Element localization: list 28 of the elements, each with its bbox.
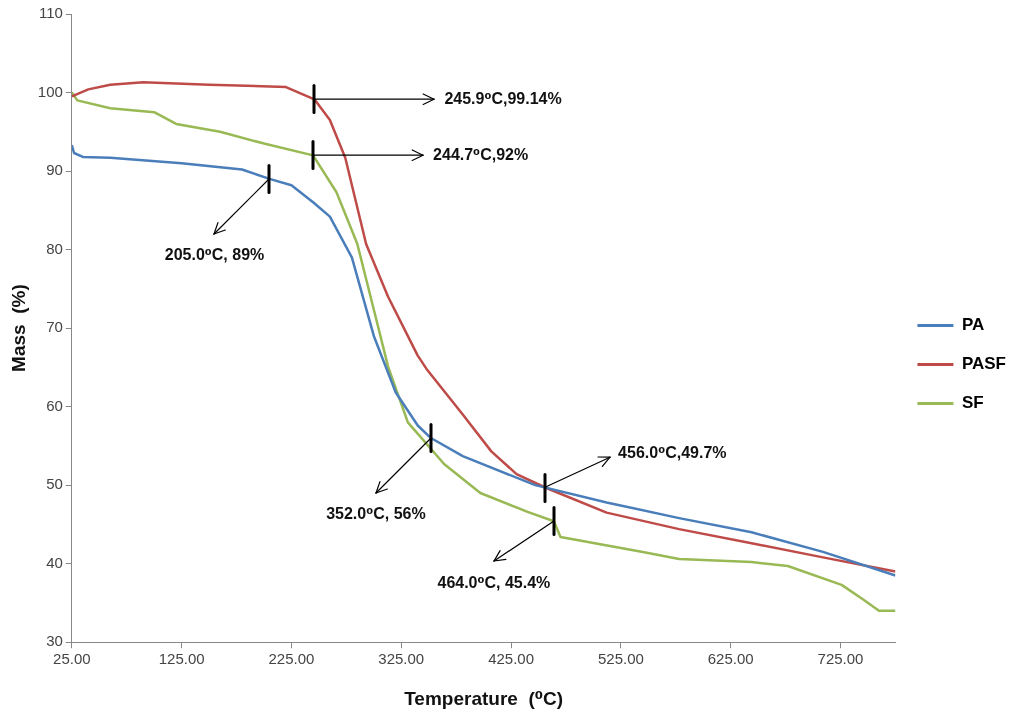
y-tick-label: 30	[46, 632, 63, 650]
legend-label: PA	[961, 315, 985, 335]
y-tick-label: 100	[37, 82, 63, 100]
x-tick-label: 625.00	[707, 650, 754, 668]
annotation: 464.0⁰C, 45.4%	[437, 573, 551, 591]
y-tick-label: 80	[46, 239, 63, 257]
x-tick-label: 25.00	[53, 650, 91, 668]
y-tick-label: 90	[46, 161, 63, 179]
x-tick-label: 225.00	[268, 650, 315, 668]
annotation: 205.0⁰C, 89%	[164, 246, 265, 264]
annotation: 456.0⁰C,49.7%	[618, 443, 727, 461]
x-tick-label: 325.00	[378, 650, 425, 668]
x-tick-label: 525.00	[597, 650, 644, 668]
y-axis-title: Mass (%)	[7, 284, 29, 372]
annotation: 352.0⁰C, 56%	[326, 505, 426, 523]
x-tick-label: 725.00	[817, 650, 864, 668]
y-tick-label: 60	[46, 396, 63, 414]
legend-label: PASF	[961, 354, 1006, 374]
annotation: 245.9⁰C,99.14%	[444, 89, 562, 107]
legend-label: SF	[961, 393, 984, 413]
y-tick-label: 110	[38, 4, 63, 22]
y-tick-label: 40	[46, 553, 63, 571]
x-tick-label: 125.00	[158, 650, 205, 668]
y-tick-label: 50	[46, 475, 63, 493]
y-tick-label: 70	[46, 318, 63, 336]
x-tick-label: 425.00	[488, 650, 535, 668]
x-axis-title: Temperature (⁰C)	[404, 687, 564, 709]
annotation: 244.7⁰C,92%	[433, 145, 529, 163]
